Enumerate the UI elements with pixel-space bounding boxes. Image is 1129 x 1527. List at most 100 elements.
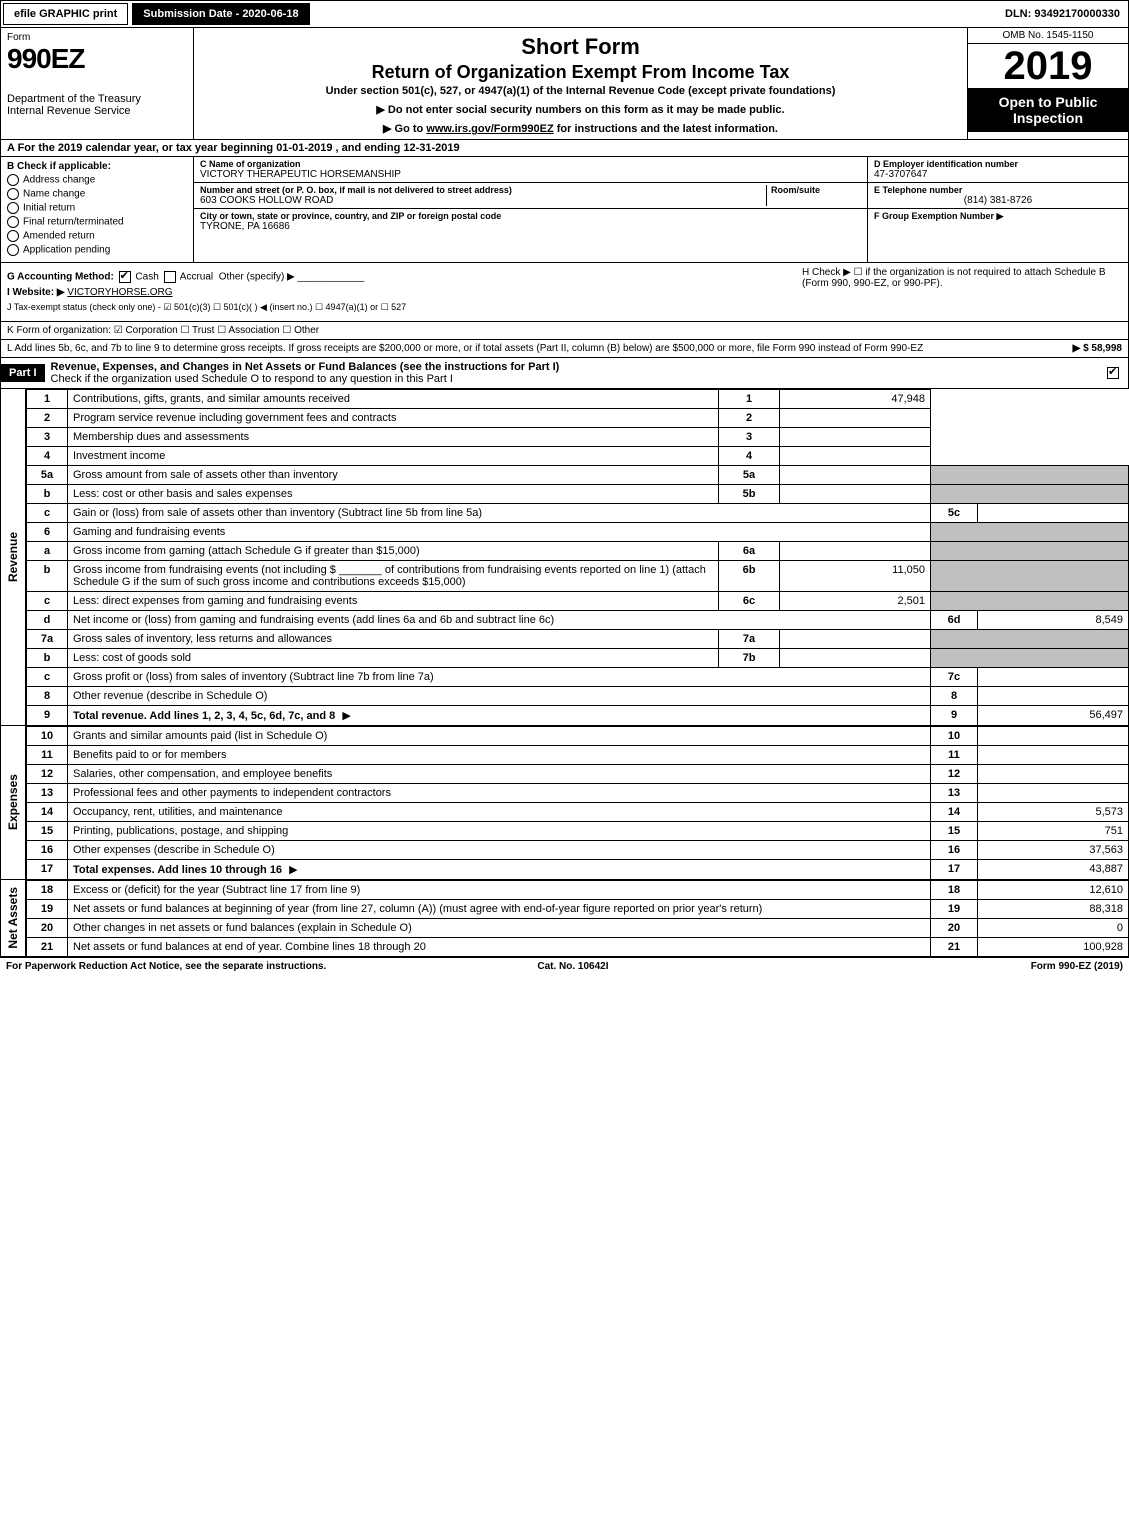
line-1-amount: 47,948 (780, 390, 931, 409)
form-word: Form (7, 32, 187, 43)
line-2-desc: Program service revenue including govern… (68, 409, 719, 428)
line-9-desc: Total revenue. Add lines 1, 2, 3, 4, 5c,… (73, 710, 335, 722)
chk-cash[interactable] (119, 271, 131, 283)
chk-final-return[interactable]: Final return/terminated (7, 216, 187, 228)
line-6b-desc: Gross income from fundraising events (no… (68, 561, 719, 592)
header-right: OMB No. 1545-1150 2019 Open to Public In… (967, 28, 1128, 139)
goto-note: ▶ Go to www.irs.gov/Form990EZ for instru… (200, 122, 961, 135)
line-7a-desc: Gross sales of inventory, less returns a… (68, 630, 719, 649)
line-6c-amount: 2,501 (780, 592, 931, 611)
line-a: A For the 2019 calendar year, or tax yea… (0, 140, 1129, 157)
line-15-amount: 751 (978, 822, 1129, 841)
part1-check-text: Check if the organization used Schedule … (51, 373, 453, 385)
efile-print-button[interactable]: efile GRAPHIC print (3, 3, 128, 25)
form-header: Form 990EZ Department of the Treasury In… (0, 28, 1129, 140)
line-16-desc: Other expenses (describe in Schedule O) (68, 841, 931, 860)
netassets-table: 18Excess or (deficit) for the year (Subt… (26, 880, 1129, 957)
line-1-desc: Contributions, gifts, grants, and simila… (68, 390, 719, 409)
page-footer: For Paperwork Reduction Act Notice, see … (0, 957, 1129, 975)
goto-post: for instructions and the latest informat… (554, 123, 778, 135)
line-14-desc: Occupancy, rent, utilities, and maintena… (68, 803, 931, 822)
line-20-amount: 0 (978, 919, 1129, 938)
line-j: J Tax-exempt status (check only one) - ☑… (7, 302, 802, 313)
line-6a-desc: Gross income from gaming (attach Schedul… (68, 542, 719, 561)
omb-number: OMB No. 1545-1150 (968, 28, 1128, 44)
line-7c-desc: Gross profit or (loss) from sales of inv… (68, 668, 931, 687)
f-label: F Group Exemption Number ▶ (874, 211, 1122, 222)
part1-title: Revenue, Expenses, and Changes in Net As… (51, 361, 560, 373)
line-14-amount: 5,573 (978, 803, 1129, 822)
dept-line-2: Internal Revenue Service (7, 105, 187, 117)
d-label: D Employer identification number (874, 159, 1122, 169)
revenue-section: Revenue 1Contributions, gifts, grants, a… (0, 389, 1129, 726)
chk-application-pending[interactable]: Application pending (7, 244, 187, 256)
goto-pre: ▶ Go to (383, 123, 426, 135)
footer-left: For Paperwork Reduction Act Notice, see … (6, 961, 326, 972)
line-l-amount: ▶ $ 58,998 (1022, 343, 1122, 354)
part1-header-row: Part I Revenue, Expenses, and Changes in… (0, 358, 1129, 389)
open-inspection-box: Open to Public Inspection (968, 88, 1128, 132)
line-g: G Accounting Method: Cash Accrual Other … (7, 271, 802, 283)
line-8-desc: Other revenue (describe in Schedule O) (68, 687, 931, 706)
header-left: Form 990EZ Department of the Treasury In… (1, 28, 194, 139)
identity-block: B Check if applicable: Address change Na… (0, 157, 1129, 263)
chk-accrual[interactable] (164, 271, 176, 283)
line-6d-desc: Net income or (loss) from gaming and fun… (68, 611, 931, 630)
chk-amended-return[interactable]: Amended return (7, 230, 187, 242)
phone-value: (814) 381-8726 (874, 195, 1122, 206)
chk-initial-return[interactable]: Initial return (7, 202, 187, 214)
chk-address-change[interactable]: Address change (7, 174, 187, 186)
c-city-label: City or town, state or province, country… (200, 211, 861, 221)
irs-link[interactable]: www.irs.gov/Form990EZ (426, 123, 553, 135)
line-16-amount: 37,563 (978, 841, 1129, 860)
box-b-label: B Check if applicable: (7, 161, 187, 172)
e-label: E Telephone number (874, 185, 1122, 195)
chk-name-change[interactable]: Name change (7, 188, 187, 200)
ghijkl-block: G Accounting Method: Cash Accrual Other … (0, 263, 1129, 322)
line-11-desc: Benefits paid to or for members (68, 746, 931, 765)
ssn-note: ▶ Do not enter social security numbers o… (200, 103, 961, 116)
website-link[interactable]: VICTORYHORSE.ORG (67, 287, 172, 298)
line-19-desc: Net assets or fund balances at beginning… (68, 900, 931, 919)
line-13-desc: Professional fees and other payments to … (68, 784, 931, 803)
line-l-text: L Add lines 5b, 6c, and 7b to line 9 to … (7, 343, 1022, 354)
line-18-desc: Excess or (deficit) for the year (Subtra… (68, 881, 931, 900)
under-section: Under section 501(c), 527, or 4947(a)(1)… (200, 85, 961, 97)
main-title: Return of Organization Exempt From Incom… (200, 62, 961, 83)
line-l: L Add lines 5b, 6c, and 7b to line 9 to … (0, 340, 1129, 358)
line-15-desc: Printing, publications, postage, and shi… (68, 822, 931, 841)
org-name: VICTORY THERAPEUTIC HORSEMANSHIP (200, 169, 861, 180)
part1-tab: Part I (1, 364, 45, 382)
org-city: TYRONE, PA 16686 (200, 221, 861, 232)
line-7b-desc: Less: cost of goods sold (68, 649, 719, 668)
line-h: H Check ▶ ☐ if the organization is not r… (802, 267, 1122, 317)
line-17-desc: Total expenses. Add lines 10 through 16 (73, 864, 282, 876)
header-center: Short Form Return of Organization Exempt… (194, 28, 967, 139)
line-6c-desc: Less: direct expenses from gaming and fu… (68, 592, 719, 611)
dept-line-1: Department of the Treasury (7, 93, 187, 105)
line-21-amount: 100,928 (978, 938, 1129, 957)
short-form-title: Short Form (200, 34, 961, 60)
line-17-amount: 43,887 (978, 860, 1129, 880)
revenue-vtab: Revenue (1, 389, 26, 726)
line-5a-desc: Gross amount from sale of assets other t… (73, 469, 338, 481)
form-number: 990EZ (7, 43, 187, 75)
line-20-desc: Other changes in net assets or fund bala… (68, 919, 931, 938)
line-i: I Website: ▶ VICTORYHORSE.ORG (7, 287, 802, 298)
line-3-desc: Membership dues and assessments (68, 428, 719, 447)
submission-date-badge: Submission Date - 2020-06-18 (132, 3, 309, 25)
dln-label: DLN: 93492170000330 (1005, 8, 1128, 20)
line-21-desc: Net assets or fund balances at end of ye… (68, 938, 931, 957)
line-4-desc: Investment income (68, 447, 719, 466)
line-10-desc: Grants and similar amounts paid (list in… (68, 727, 931, 746)
part1-schedule-o-check[interactable] (1107, 367, 1119, 379)
line-9-amount: 56,497 (978, 706, 1129, 726)
box-c: C Name of organization VICTORY THERAPEUT… (194, 157, 867, 262)
line-5b-desc: Less: cost or other basis and sales expe… (68, 485, 719, 504)
netassets-vtab: Net Assets (1, 880, 26, 957)
c-street-label: Number and street (or P. O. box, if mail… (200, 185, 766, 195)
boxes-def: D Employer identification number 47-3707… (867, 157, 1128, 262)
line-19-amount: 88,318 (978, 900, 1129, 919)
line-12-desc: Salaries, other compensation, and employ… (68, 765, 931, 784)
box-b: B Check if applicable: Address change Na… (1, 157, 194, 262)
